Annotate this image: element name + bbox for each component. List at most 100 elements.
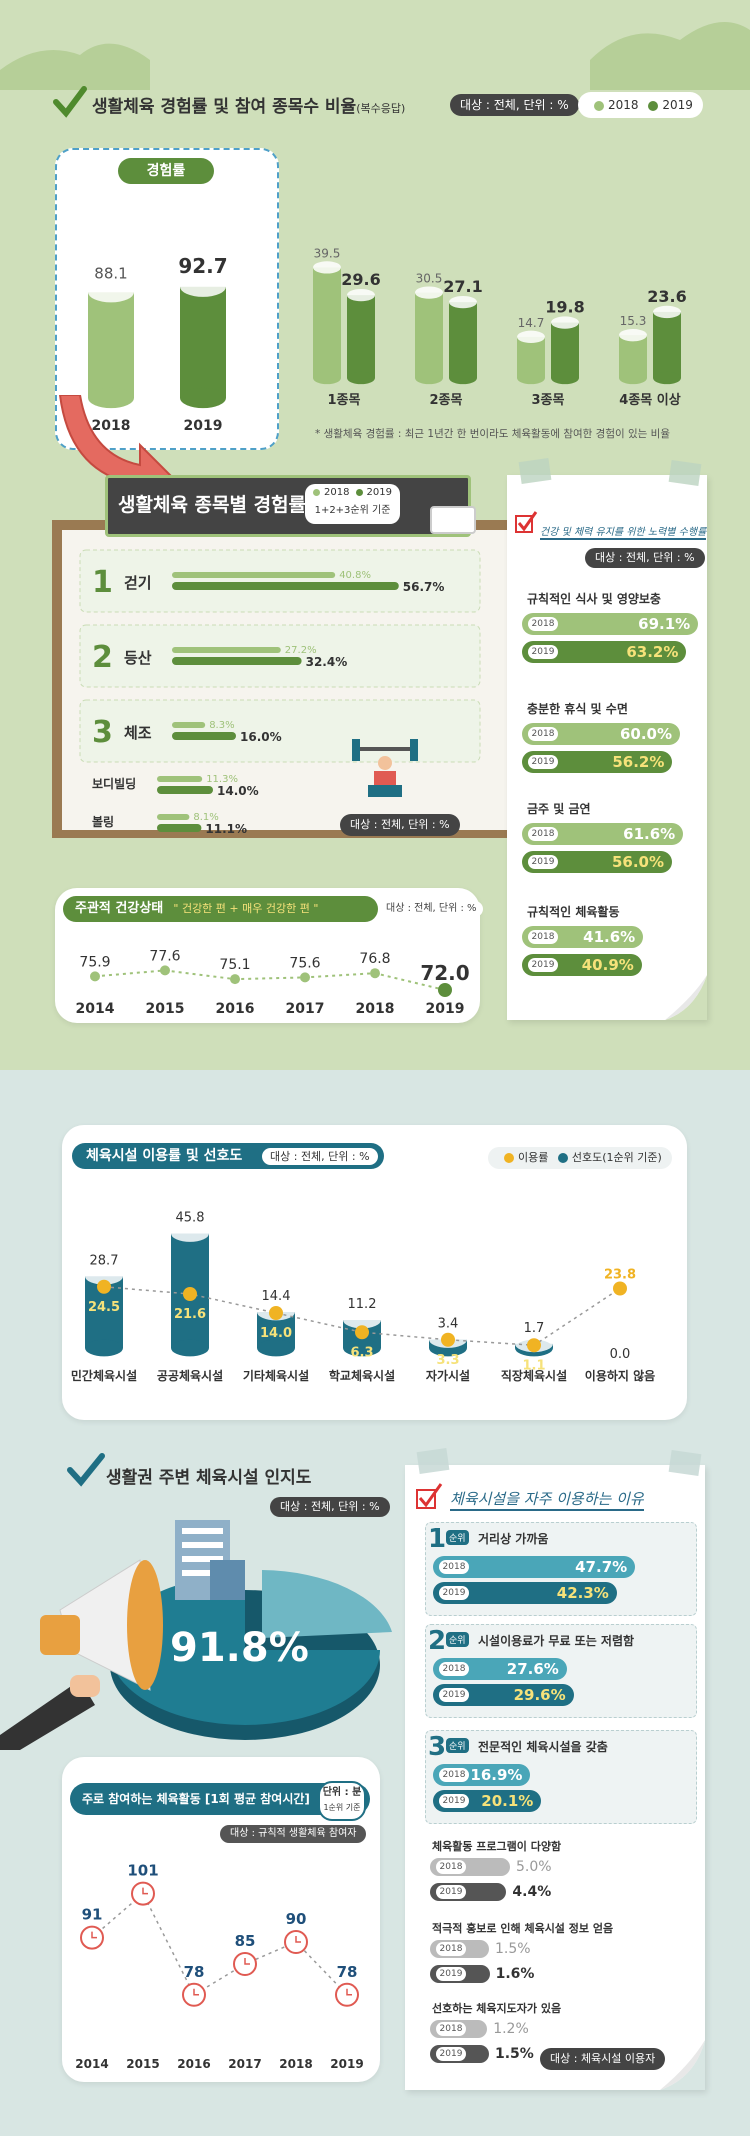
- count-category-3: 4종목 이상: [619, 392, 680, 408]
- time-unit: 단위 : 분: [322, 1787, 362, 1798]
- health-value-2014: 75.9: [79, 954, 110, 970]
- reasons-rank-label-0: 순위: [446, 1530, 469, 1545]
- health-year-2015: 2015: [146, 1001, 185, 1017]
- health-year-2016: 2016: [216, 1001, 255, 1017]
- experience-bar-2019-top: [180, 276, 226, 297]
- efforts-value-2018-2: 61.6%: [623, 825, 676, 843]
- reasons-bar-2018-3: 2018: [430, 1858, 510, 1876]
- reasons-target-badge: 대상 : 체육시설 이용자: [540, 2048, 666, 2070]
- reasons-value-2019-3: 4.4%: [512, 1884, 552, 1900]
- events-value-2019-0: 56.7%: [403, 580, 445, 594]
- events-value-2019-1: 32.4%: [306, 655, 348, 669]
- check-icon: [53, 86, 87, 118]
- efforts-value-2018-0: 69.1%: [638, 615, 691, 633]
- events-bar-2018-1: [172, 647, 281, 653]
- facilities-category-1: 공공체육시설: [157, 1368, 223, 1383]
- events-title-banner: [105, 475, 471, 537]
- facilities-category-6: 이용하지 않음: [585, 1368, 655, 1383]
- count-bar-0-2019: [347, 295, 375, 378]
- experience-value-2019: 92.7: [178, 254, 227, 278]
- efforts-title: 건강 및 체력 유지를 위한 노력별 수행률: [540, 523, 707, 540]
- efforts-category-1: 충분한 휴식 및 수면: [527, 702, 628, 716]
- clock-icon: [91, 1931, 97, 1939]
- reasons-value-2018-4: 1.5%: [495, 1941, 531, 1957]
- efforts-category-0: 규칙적인 식사 및 영양보충: [527, 592, 661, 606]
- awareness-graphic: [0, 1520, 392, 1750]
- reasons-bar-2019-0: 2019 42.3%: [433, 1582, 617, 1604]
- efforts-bar-2019-1: 2019 56.2%: [522, 751, 673, 773]
- efforts-year-tag: 2019: [528, 755, 558, 769]
- facilities-category-3: 학교체육시설: [329, 1368, 395, 1383]
- facilities-pref-point-2: [269, 1306, 283, 1320]
- clock-icon: [295, 1936, 301, 1943]
- reasons-value-2018-1: 27.6%: [506, 1660, 559, 1678]
- reasons-year-tag: 2019: [436, 2047, 466, 2061]
- health-value-2015: 77.6: [149, 948, 180, 964]
- facilities-use-bar-3-top: [343, 1311, 381, 1329]
- count-bar-2-2018: [517, 336, 545, 378]
- reasons-value-2018-0: 47.7%: [575, 1558, 628, 1576]
- reasons-title: 체육시설을 자주 이용하는 이유: [450, 1488, 644, 1511]
- facilities-pref-point-1: [183, 1287, 197, 1301]
- hills-decoration: [0, 22, 750, 90]
- count-bar-1-2018-base: [415, 371, 443, 385]
- reasons-value-2019-2: 20.1%: [481, 1792, 534, 1810]
- experience-label: 경험률: [118, 158, 214, 184]
- health-point-2017: [300, 972, 310, 983]
- experience-bar-2018-top: [88, 282, 134, 303]
- efforts-value-2019-3: 40.9%: [581, 956, 634, 974]
- efforts-category-2: 금주 및 금연: [527, 802, 591, 816]
- facilities-use-value-4: 3.4: [438, 1317, 459, 1332]
- events-legend-2018: 2018: [324, 487, 350, 498]
- health-year-2017: 2017: [286, 1001, 325, 1017]
- count-value-2-2018: 14.7: [518, 316, 545, 330]
- reasons-rank-0: 1: [428, 1524, 447, 1554]
- count-bar-1-2018-top: [415, 286, 443, 299]
- health-value-2018: 76.8: [359, 951, 390, 967]
- clock-icon: [193, 1988, 199, 1996]
- facilities-category-0: 민간체육시설: [71, 1368, 137, 1383]
- reasons-category-1: 시설이용료가 무료 또는 저렴함: [478, 1634, 635, 1648]
- reasons-bar-2019-1: 2019 29.6%: [433, 1684, 574, 1706]
- facilities-use-value-0: 28.7: [90, 1253, 119, 1268]
- time-value-2014: 91: [82, 1906, 103, 1924]
- events-value-2019-4: 11.1%: [205, 822, 247, 836]
- health-target: 대상 : 전체, 단위 : %: [380, 901, 483, 917]
- facilities-category-2: 기타체육시설: [243, 1368, 309, 1383]
- count-bar-2-2019: [551, 322, 579, 378]
- events-bar-2019-0: [172, 582, 399, 590]
- efforts-target-badge: 대상 : 전체, 단위 : %: [585, 548, 705, 568]
- clock-icon: [142, 1887, 148, 1895]
- reasons-category-4: 적극적 홍보로 인해 체육시설 정보 얻음: [432, 1922, 614, 1935]
- time-target-badge: 대상 : 규칙적 생활체육 참여자: [220, 1825, 367, 1843]
- page-curl-decoration: [665, 975, 707, 1020]
- efforts-check-icon: [515, 511, 538, 533]
- experience-value-2018: 88.1: [94, 264, 127, 282]
- efforts-year-tag: 2019: [528, 645, 558, 659]
- reasons-year-tag: 2019: [436, 1967, 466, 1981]
- time-year-2019: 2019: [330, 2057, 363, 2071]
- reasons-year-tag: 2018: [436, 1860, 466, 1874]
- efforts-bar-2018-0: 2018 69.1%: [522, 613, 699, 635]
- count-value-3-2018: 15.3: [620, 314, 647, 328]
- efforts-bar-2018-3: 2018 41.6%: [522, 926, 644, 948]
- facilities-legend-pref: 선호도(1순위 기준): [571, 1151, 662, 1164]
- participation-note: * 생활체육 경험률 : 최근 1년간 한 번이라도 체육활동에 참여한 경험이…: [315, 428, 670, 440]
- events-value-2018-0: 40.8%: [339, 570, 371, 581]
- facilities-pref-value-4: 3.3: [436, 1353, 459, 1368]
- reasons-page-curl: [660, 2040, 705, 2090]
- facilities-use-bar-2-base: [257, 1339, 295, 1357]
- health-value-2019: 72.0: [420, 961, 469, 985]
- facilities-use-value-6: 0.0: [610, 1347, 631, 1362]
- time-value-2018: 90: [286, 1910, 307, 1928]
- count-bar-0-2019-base: [347, 371, 375, 385]
- events-bar-2019-3: [157, 786, 213, 794]
- efforts-bar-2019-3: 2019 40.9%: [522, 954, 642, 976]
- health-year-2018: 2018: [356, 1001, 395, 1017]
- tape-left: [518, 458, 552, 484]
- reasons-category-0: 거리상 가까움: [478, 1532, 549, 1546]
- health-year-2019: 2019: [426, 1001, 465, 1017]
- events-category-1: 등산: [124, 649, 152, 667]
- events-category-2: 체조: [124, 724, 152, 742]
- reasons-value-2019-1: 29.6%: [513, 1686, 566, 1704]
